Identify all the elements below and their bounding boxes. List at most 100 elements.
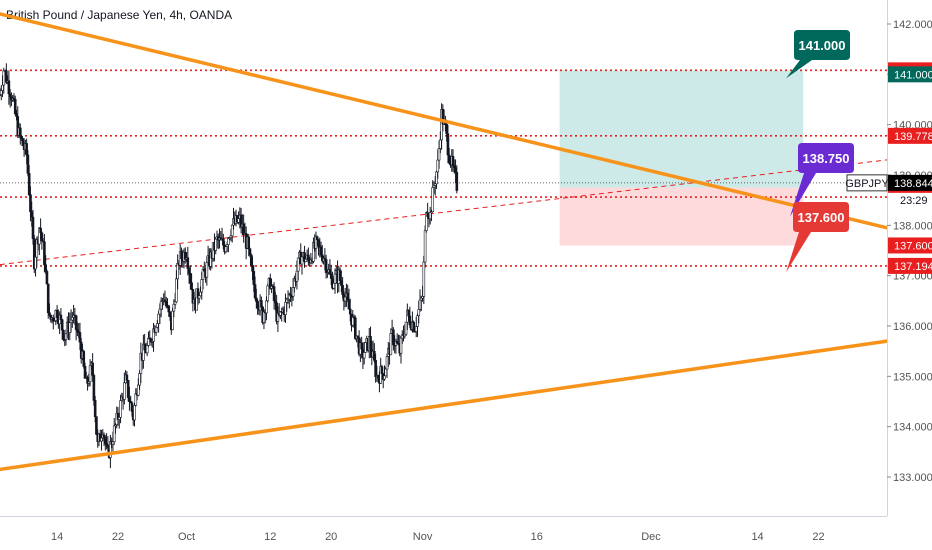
x-tick-label: Nov <box>413 531 433 543</box>
candle-body <box>40 232 44 242</box>
candle-body <box>360 342 363 350</box>
price-label-tag <box>888 237 932 254</box>
chart-title: British Pound / Japanese Yen, 4h, OANDA <box>6 8 233 22</box>
candle-body <box>93 400 97 417</box>
candle-body <box>159 300 163 310</box>
callout-entry[interactable]: 138.750 <box>790 143 854 217</box>
candle-body <box>214 238 218 251</box>
candle-body <box>295 270 299 282</box>
candle-body <box>248 248 252 256</box>
candle-body <box>385 356 389 370</box>
x-tick-label: 22 <box>812 531 824 543</box>
candle-body <box>374 360 377 377</box>
candle-body <box>157 313 160 324</box>
candle-body <box>230 224 234 237</box>
candle-body <box>445 124 448 135</box>
candle-body <box>19 127 22 137</box>
candle-body <box>265 300 268 314</box>
candle-body <box>13 99 17 115</box>
candle-body <box>384 368 388 377</box>
candle-body <box>119 400 122 418</box>
callout-stop-loss[interactable]: 137.600 <box>786 202 849 273</box>
candle-body <box>29 194 32 213</box>
candle-body <box>100 437 103 442</box>
candle-body <box>76 329 79 333</box>
x-tick-label: 22 <box>112 531 124 543</box>
candle-body <box>111 441 115 445</box>
candle-body <box>247 236 251 250</box>
callout-box <box>790 143 854 217</box>
candle-body <box>112 425 116 443</box>
callout-label: 138.750 <box>803 151 850 166</box>
candle-body <box>46 283 50 314</box>
candle-body <box>249 254 253 266</box>
candle-body <box>423 230 427 263</box>
candle-body <box>392 329 395 346</box>
candle-body <box>44 264 47 272</box>
x-tick-label: 14 <box>51 531 63 543</box>
candle-body <box>389 333 393 356</box>
symbol-tag <box>846 174 888 192</box>
candle-body <box>168 311 172 317</box>
candle-body <box>55 310 59 319</box>
candle-body <box>251 265 254 272</box>
candle-body <box>78 332 82 343</box>
candle-body <box>205 262 209 278</box>
candle-body <box>43 241 46 266</box>
candle-body <box>1 84 4 91</box>
x-tick-label: Dec <box>641 531 661 543</box>
candle-body <box>253 284 257 299</box>
candle-body <box>329 273 333 279</box>
countdown-tag <box>888 192 932 207</box>
candle-body <box>92 375 96 401</box>
candle-body <box>376 375 380 379</box>
candle-body <box>237 218 240 223</box>
candle-body <box>138 373 141 386</box>
x-tick-label: 12 <box>264 531 276 543</box>
y-tick-label: 136.000 <box>893 321 932 333</box>
candle-body <box>91 362 94 376</box>
candle-body <box>8 93 12 98</box>
candle-body <box>408 315 412 326</box>
candle-body <box>62 329 65 340</box>
candle-body <box>252 270 256 285</box>
candle-body <box>102 434 106 439</box>
candle-body <box>347 299 351 310</box>
candle-body <box>380 366 384 374</box>
candle-body <box>338 269 342 281</box>
candle-body <box>158 308 162 315</box>
candle-body <box>369 336 372 350</box>
candle-body <box>167 305 171 313</box>
candle-body <box>333 273 337 284</box>
candle-body <box>404 321 408 335</box>
candle-body <box>106 444 110 448</box>
callout-take-profit[interactable]: 141.000 <box>786 30 850 79</box>
candle-body <box>416 315 419 327</box>
time-axis <box>0 516 887 550</box>
y-tick-label: 133.000 <box>893 472 932 484</box>
candle-body <box>189 273 192 284</box>
candle-body <box>25 143 28 156</box>
candle-body <box>414 326 418 332</box>
candle-body <box>68 322 72 333</box>
candle-body <box>126 380 130 398</box>
price-axis <box>887 0 932 550</box>
candle-body <box>20 135 23 140</box>
candle-body <box>307 254 310 261</box>
candle-body <box>426 212 429 217</box>
candle-body <box>31 216 35 239</box>
candle-body <box>199 291 202 297</box>
candle-body <box>412 321 415 332</box>
candle-body <box>266 285 270 302</box>
candle-body <box>59 314 63 320</box>
candle-body <box>262 311 266 323</box>
candle-body <box>447 154 451 164</box>
candle-body <box>104 437 107 444</box>
candle-body <box>71 317 74 321</box>
candle-body <box>171 310 174 331</box>
price-label-tag <box>888 127 932 144</box>
callout-box <box>786 202 849 273</box>
candle-body <box>7 80 11 95</box>
callout-label: 137.600 <box>798 210 845 225</box>
